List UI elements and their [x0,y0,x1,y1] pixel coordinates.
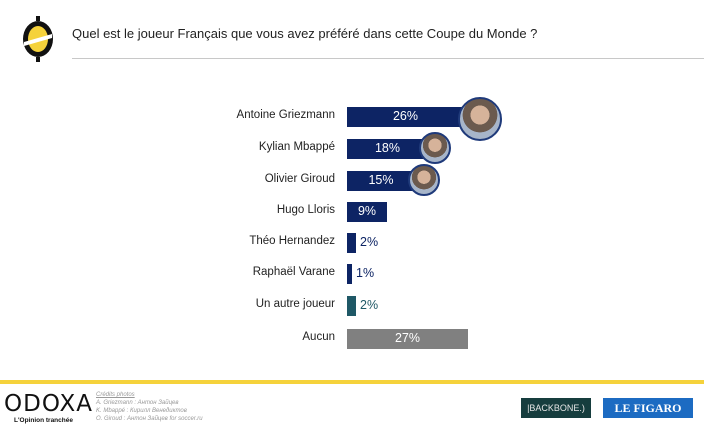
bar-label: Raphaël Varane [252,266,335,278]
bar-label: Hugo Lloris [276,204,335,216]
bar-label: Un autre joueur [255,298,335,310]
bar-label: Olivier Giroud [264,173,335,185]
bar [347,202,387,222]
chart-row: Hugo Lloris 9% [0,202,704,222]
page-title: Quel est le joueur Français que vous ave… [72,26,538,41]
backbone-logo: |BACKBONE.) [521,398,591,418]
bar-value: 1% [356,266,375,280]
bar-value: 27% [394,331,421,345]
bar-label: Théo Hernandez [249,235,335,247]
bar [347,296,356,316]
bar-value: 2% [360,298,379,312]
bar [347,233,356,253]
bar [347,107,464,127]
chart-row: Un autre joueur 2% [0,296,704,316]
chart-row: Aucun 27% [0,329,704,349]
bar-label: Aucun [302,331,335,343]
bar-value: 2% [360,235,379,249]
odoxa-brand: ODOXA [4,391,93,417]
credit-line: A. Griezmann : Антон Зайцев [96,400,179,406]
credits-title: Crédits photos [96,392,135,398]
player-photo-giroud [408,164,440,196]
odoxa-logo-icon [23,16,53,62]
title-divider [72,58,704,59]
bar-value: 26% [392,109,419,123]
odoxa-tagline: L'Opinion tranchée [14,417,73,424]
bar-value: 18% [374,141,401,155]
bar [347,329,468,349]
chart-row: Kylian Mbappé 18% [0,132,704,164]
bar [347,139,428,159]
bar [347,171,415,191]
footer-divider [0,380,704,384]
bar-value: 15% [368,173,394,187]
chart-row: Théo Hernandez 2% [0,233,704,253]
credit-line: K. Mbappé : Кирилл Венедиктов [96,408,187,414]
player-photo-mbappe [419,132,451,164]
credit-line: O. Giroud : Антон Зайцев for soccer.ru [96,416,203,422]
bar-label: Kylian Mbappé [258,141,335,153]
chart-row: Olivier Giroud 15% [0,164,704,196]
bar-label: Antoine Griezmann [236,109,335,121]
photo-credits: Crédits photos A. Griezmann : Антон Зайц… [96,391,203,423]
chart-row: Raphaël Varane 1% [0,264,704,284]
player-photo-griezmann [458,97,502,141]
bar-value: 9% [357,204,377,218]
chart-row: Antoine Griezmann 26% [0,97,704,141]
le-figaro-logo: LE FIGARO [603,398,693,418]
bar [347,264,352,284]
